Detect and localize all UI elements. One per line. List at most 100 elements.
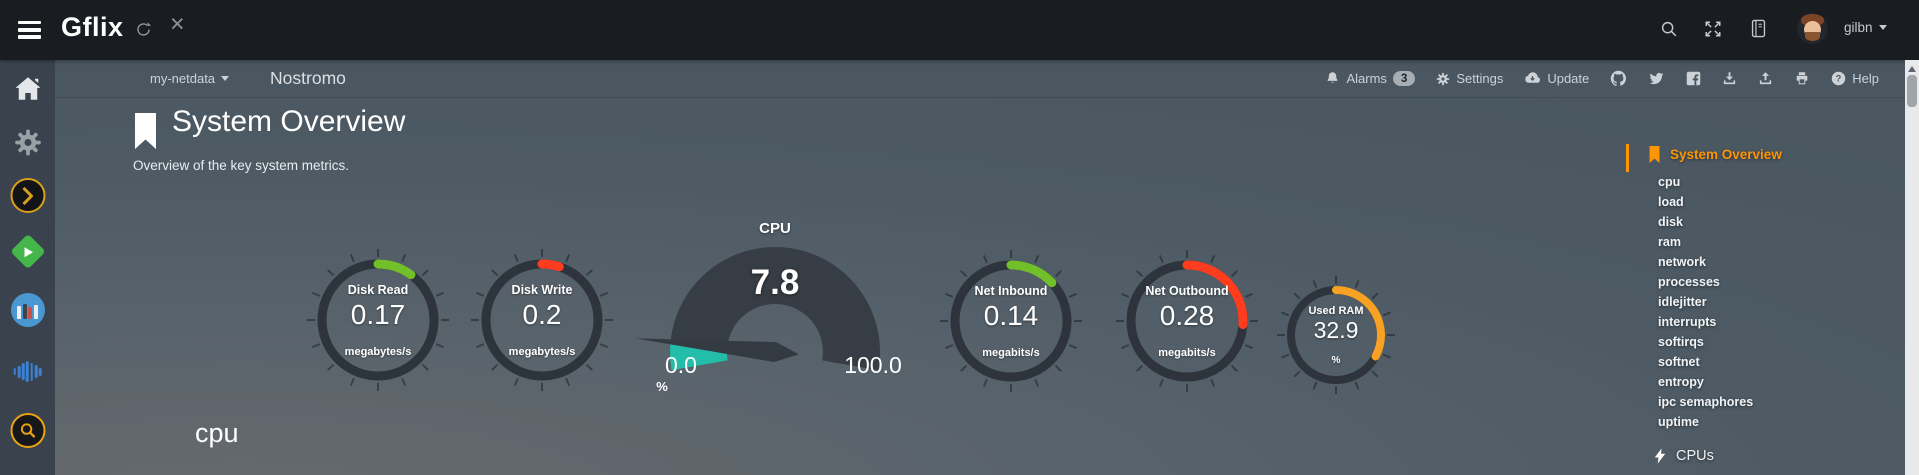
right-nav-item[interactable]: entropy — [1658, 375, 1704, 389]
download-icon — [1724, 72, 1736, 85]
twitter-button[interactable] — [1648, 71, 1665, 86]
scrollbar-up-arrow[interactable] — [1908, 66, 1916, 72]
right-nav-cpus-label: CPUs — [1676, 448, 1714, 464]
gauge-used-ram[interactable]: Used RAM 32.9 % — [1276, 275, 1396, 395]
right-nav-item[interactable]: softirqs — [1658, 335, 1704, 349]
gauge-max-label: 100.0 — [844, 352, 902, 378]
gauge-value: 32.9 — [1313, 317, 1359, 343]
upload-icon — [1760, 72, 1772, 85]
right-nav-item[interactable]: cpu — [1658, 175, 1681, 189]
right-nav-item[interactable]: idlejitter — [1658, 295, 1707, 309]
right-nav-item[interactable]: network — [1658, 255, 1706, 269]
alarms-badge: 3 — [1392, 71, 1416, 86]
github-button[interactable] — [1610, 70, 1627, 87]
print-button[interactable] — [1794, 71, 1810, 86]
download-button[interactable] — [1722, 71, 1737, 86]
help-button[interactable]: ? Help — [1831, 71, 1879, 86]
alarms-button[interactable]: Alarms 3 — [1325, 71, 1416, 86]
left-sidebar — [0, 60, 55, 475]
help-icon: ? — [1832, 71, 1846, 86]
gauge-value: 0.14 — [983, 300, 1039, 331]
right-nav-item-cpus[interactable]: CPUs — [1654, 448, 1714, 464]
right-nav-item[interactable]: ram — [1658, 235, 1681, 249]
right-nav-list: cpu load disk ram network processes idlejitter… — [1658, 172, 1753, 432]
scrollbar[interactable] — [1905, 60, 1919, 475]
gauge-value: 0.17 — [350, 299, 406, 330]
book-spine — [28, 307, 33, 319]
user-menu[interactable]: gilbn — [1844, 20, 1887, 35]
gauge-value: 0.2 — [522, 299, 562, 330]
right-nav-item[interactable]: disk — [1658, 215, 1684, 229]
refresh-icon[interactable] — [135, 21, 152, 43]
gauge-value: 0.28 — [1159, 300, 1215, 331]
scrollbar-thumb[interactable] — [1907, 75, 1917, 107]
update-button[interactable]: Update — [1524, 71, 1589, 86]
page-subtitle: Overview of the key system metrics. — [133, 158, 350, 173]
library-icon[interactable] — [10, 293, 45, 327]
bookmark-icon — [132, 113, 159, 154]
section-title-cpu: cpu — [195, 418, 239, 448]
gear-icon[interactable] — [14, 129, 41, 161]
gauge-title: Disk Write — [511, 283, 573, 297]
gauge-cpu[interactable]: CPU 7.8 0.0 100.0 % — [625, 215, 925, 400]
right-nav-item[interactable]: load — [1658, 195, 1684, 209]
gauge-title: Net Outbound — [1145, 284, 1229, 298]
book-spine — [33, 305, 38, 319]
my-netdata-dropdown[interactable]: my-netdata — [150, 71, 230, 86]
hostname: Nostromo — [270, 68, 346, 88]
update-label: Update — [1547, 71, 1590, 86]
topbar: Gflix × gilbn — [0, 0, 1919, 60]
print-icon — [1796, 72, 1808, 85]
right-nav-active-indicator — [1626, 144, 1629, 172]
page-title: System Overview — [172, 105, 406, 138]
gauge-unit: megabits/s — [1158, 347, 1216, 359]
home-icon[interactable] — [15, 77, 40, 105]
right-nav-item[interactable]: processes — [1658, 275, 1720, 289]
gauge-title: CPU — [759, 220, 791, 237]
gauge-title: Disk Read — [347, 283, 409, 297]
cloud-download-icon — [1525, 72, 1541, 83]
chevron-down-icon — [1878, 25, 1887, 30]
gauge-title: Net Inbound — [974, 284, 1048, 298]
right-nav-active-label: System Overview — [1670, 147, 1782, 162]
navbar: my-netdata Nostromo Alarms 3 Settings Up… — [55, 60, 1905, 98]
my-netdata-label: my-netdata — [150, 71, 216, 86]
right-nav-item[interactable]: ipc semaphores — [1658, 395, 1754, 409]
book-icon[interactable] — [1750, 19, 1767, 43]
settings-label: Settings — [1456, 71, 1504, 86]
plex-icon[interactable] — [10, 178, 45, 213]
search-circle-icon[interactable] — [10, 413, 45, 448]
gauge-value: 7.8 — [750, 263, 800, 302]
gauge-net-outbound[interactable]: Net Outbound 0.28 megabits/s — [1112, 246, 1262, 396]
bookmark-icon — [1649, 146, 1660, 163]
gauge-disk-write[interactable]: Disk Write 0.2 megabytes/s — [467, 245, 617, 395]
app-brand[interactable]: Gflix — [61, 12, 124, 42]
gauge-disk-read[interactable]: Disk Read 0.17 megabytes/s — [303, 245, 453, 395]
gauge-unit: megabytes/s — [344, 346, 412, 358]
search-icon[interactable] — [1660, 20, 1678, 43]
right-nav-item-system-overview[interactable]: System Overview — [1648, 146, 1782, 163]
right-nav-item[interactable]: softnet — [1658, 355, 1700, 369]
close-icon[interactable]: × — [170, 10, 185, 38]
navbar-actions: Alarms 3 Settings Update — [1325, 70, 1879, 87]
gauge-title: Used RAM — [1308, 305, 1364, 317]
expand-icon[interactable] — [1704, 20, 1722, 43]
upload-button[interactable] — [1758, 71, 1773, 86]
soundwave-icon[interactable] — [13, 361, 42, 382]
right-nav-item[interactable]: interrupts — [1658, 315, 1717, 329]
svg-text:?: ? — [1836, 74, 1842, 84]
hamburger-icon[interactable] — [18, 21, 41, 39]
emby-icon[interactable] — [9, 233, 46, 270]
help-label: Help — [1852, 71, 1879, 86]
alarms-label: Alarms — [1346, 71, 1387, 86]
right-nav-item[interactable]: uptime — [1658, 415, 1699, 429]
gauge-unit: % — [1331, 355, 1341, 366]
settings-button[interactable]: Settings — [1436, 71, 1503, 86]
gauge-net-inbound[interactable]: Net Inbound 0.14 megabits/s — [936, 246, 1086, 396]
gauge-unit: % — [656, 379, 668, 394]
avatar[interactable] — [1797, 13, 1828, 44]
dashboard-main: System Overview Overview of the key syst… — [55, 98, 1905, 475]
facebook-button[interactable] — [1686, 71, 1701, 86]
facebook-icon — [1687, 71, 1701, 86]
